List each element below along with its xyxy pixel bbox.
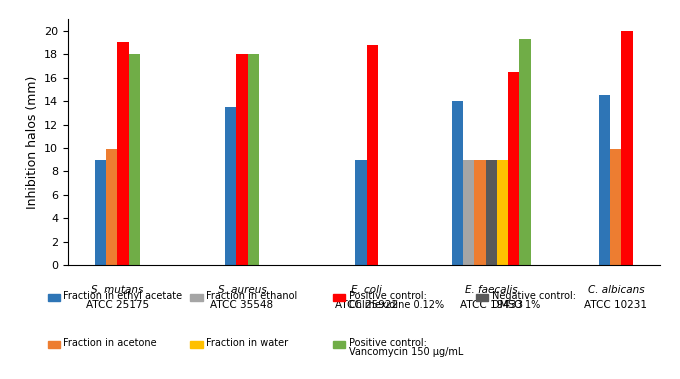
Text: Fraction in ethyl acetate: Fraction in ethyl acetate [63, 291, 182, 301]
Bar [520, 39, 530, 265]
Bar [599, 95, 610, 265]
Bar [486, 160, 497, 265]
Text: ATCC 25175: ATCC 25175 [86, 300, 149, 310]
Bar [356, 160, 367, 265]
Text: DMSO 1%: DMSO 1% [492, 300, 540, 310]
Bar [452, 101, 463, 265]
Text: Positive control:: Positive control: [349, 338, 427, 348]
Text: ATCC 19433: ATCC 19433 [460, 300, 523, 310]
Bar [463, 160, 475, 265]
Bar [225, 107, 237, 265]
Text: Chlrhexidine 0.12%: Chlrhexidine 0.12% [349, 300, 444, 310]
Text: Positive control:: Positive control: [349, 291, 427, 301]
Bar [367, 45, 378, 265]
Bar [622, 31, 632, 265]
Bar [237, 54, 248, 265]
Bar [248, 54, 259, 265]
Text: Fraction in ethanol: Fraction in ethanol [206, 291, 297, 301]
Text: E. faecalis: E. faecalis [465, 285, 517, 295]
Bar [475, 160, 486, 265]
Text: Fraction in water: Fraction in water [206, 338, 288, 348]
Bar [95, 160, 106, 265]
Y-axis label: Inhibition halos (mm): Inhibition halos (mm) [26, 75, 39, 209]
Text: ATCC 10231: ATCC 10231 [584, 300, 647, 310]
Bar [129, 54, 140, 265]
Text: ATCC 35548: ATCC 35548 [210, 300, 273, 310]
Bar [508, 72, 520, 265]
Bar [106, 149, 118, 265]
Text: ATCC 25922: ATCC 25922 [335, 300, 398, 310]
Bar [118, 42, 129, 265]
Bar [497, 160, 508, 265]
Text: S. aureus: S. aureus [218, 285, 267, 295]
Bar [610, 149, 622, 265]
Text: S. mutans: S. mutans [91, 285, 143, 295]
Text: Negative control:: Negative control: [492, 291, 576, 301]
Text: C. albicans: C. albicans [588, 285, 644, 295]
Text: E. coli: E. coli [351, 285, 382, 295]
Text: Fraction in acetone: Fraction in acetone [63, 338, 157, 348]
Text: Vancomycin 150 μg/mL: Vancomycin 150 μg/mL [349, 348, 463, 357]
